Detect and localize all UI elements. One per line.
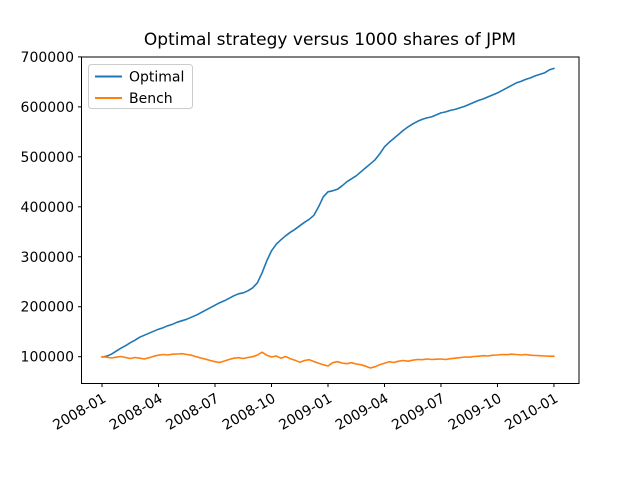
axes-spines	[81, 56, 580, 384]
y-tick-label: 100000	[21, 350, 74, 366]
legend-label-bench: Bench	[129, 91, 173, 107]
legend: Optimal Bench	[88, 64, 193, 109]
y-tick-label: 400000	[21, 200, 74, 216]
legend-label-optimal: Optimal	[129, 70, 184, 86]
y-tick-label: 700000	[21, 50, 74, 66]
series-line-bench	[101, 351, 555, 369]
series-layer	[101, 67, 555, 369]
y-tick-label: 500000	[21, 150, 74, 166]
y-tick-label: 200000	[21, 300, 74, 316]
y-tick-label: 300000	[21, 250, 74, 266]
chart-title: Optimal strategy versus 1000 shares of J…	[144, 30, 516, 50]
series-line-optimal	[101, 67, 555, 358]
y-tick-label: 600000	[21, 100, 74, 116]
